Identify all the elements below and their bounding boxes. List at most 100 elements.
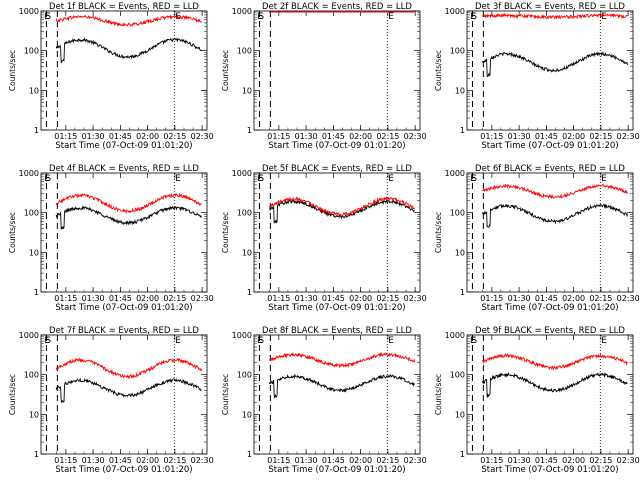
x-axis-label: Start Time (07-Oct-09 01:01:20) — [55, 303, 192, 313]
x-tick-label: 02:15 — [163, 294, 186, 303]
y-tick-label: 1000 — [232, 331, 252, 340]
plot-frame — [466, 334, 634, 455]
panel-title: Det 2f BLACK = Events, RED = LLD — [262, 2, 412, 12]
x-tick-label: 02:00 — [349, 294, 372, 303]
lld-series-line — [268, 352, 415, 368]
y-tick-label: 1000 — [19, 169, 39, 178]
marker-label: E — [388, 336, 394, 346]
panel-det-2: Det 2f BLACK = Events, RED = LLD 1 10 100 10… — [221, 2, 427, 151]
y-tick-label: 10 — [242, 410, 252, 419]
x-axis-label: Start Time (07-Oct-09 01:01:20) — [55, 465, 192, 475]
y-axis-label: Counts/sec — [8, 50, 17, 91]
events-series-line — [481, 51, 628, 78]
panel-det-8: Det 8f BLACK = Events, RED = LLD 1 10 100 10… — [221, 326, 427, 475]
x-tick-label: 02:00 — [136, 294, 159, 303]
x-tick-label: 01:45 — [322, 132, 345, 141]
marker-label: E — [601, 336, 607, 346]
x-tick-label: 02:30 — [191, 294, 214, 303]
events-series-line — [268, 373, 415, 399]
plot-frame — [253, 334, 421, 455]
x-tick-label: 01:45 — [322, 456, 345, 465]
x-tick-label: 02:30 — [191, 132, 214, 141]
panel-title: Det 8f BLACK = Events, RED = LLD — [262, 326, 412, 336]
y-tick-label: 1000 — [445, 169, 465, 178]
y-tick-label: 1000 — [445, 7, 465, 16]
x-tick-label: 01:30 — [508, 294, 531, 303]
y-tick-label: 1 — [247, 450, 252, 459]
x-tick-label: 01:30 — [82, 132, 105, 141]
panel-title: Det 9f BLACK = Events, RED = LLD — [475, 326, 625, 336]
x-tick-label: 01:30 — [82, 294, 105, 303]
plot-frame — [40, 172, 208, 293]
y-axis-label: Counts/sec — [221, 212, 230, 253]
x-tick-label: 01:30 — [508, 456, 531, 465]
x-tick-label: 02:30 — [617, 132, 640, 141]
x-tick-label: 02:00 — [349, 132, 372, 141]
y-tick-label: 10 — [455, 86, 465, 95]
x-tick-label: 02:00 — [136, 456, 159, 465]
marker-label: E — [44, 336, 50, 346]
plot-frame — [466, 10, 634, 131]
panel-title: Det 4f BLACK = Events, RED = LLD — [49, 164, 199, 174]
y-axis-label: Counts/sec — [434, 374, 443, 415]
marker-label: E — [470, 336, 476, 346]
marker-label: E — [601, 174, 607, 184]
y-tick-label: 1 — [34, 288, 39, 297]
x-tick-label: 01:45 — [535, 132, 558, 141]
y-tick-label: 10 — [242, 248, 252, 257]
marker-label: S — [258, 174, 264, 184]
panel-title: Det 7f BLACK = Events, RED = LLD — [49, 326, 199, 336]
x-tick-label: 02:15 — [376, 294, 399, 303]
x-tick-label: 01:45 — [109, 294, 132, 303]
y-tick-label: 10 — [29, 86, 39, 95]
y-tick-label: 1 — [460, 126, 465, 135]
marker-label: S — [258, 336, 264, 346]
x-tick-label: 02:15 — [376, 456, 399, 465]
plot-frame — [466, 172, 634, 293]
y-tick-label: 100 — [237, 209, 252, 218]
plot-frame — [253, 172, 421, 293]
y-tick-label: 1000 — [19, 7, 39, 16]
x-tick-label: 02:00 — [562, 294, 585, 303]
panel-title: Det 1f BLACK = Events, RED = LLD — [49, 2, 199, 12]
y-tick-label: 1000 — [445, 331, 465, 340]
x-tick-label: 02:15 — [163, 132, 186, 141]
x-tick-label: 01:30 — [295, 132, 318, 141]
marker-label: E — [175, 336, 181, 346]
x-tick-label: 01:45 — [109, 132, 132, 141]
x-tick-label: 02:30 — [404, 132, 427, 141]
x-tick-label: 02:30 — [617, 294, 640, 303]
marker-label: E — [470, 12, 476, 22]
events-series-line — [55, 377, 202, 404]
y-tick-label: 100 — [24, 371, 39, 380]
y-tick-label: 1 — [460, 288, 465, 297]
marker-label: E — [388, 174, 394, 184]
x-tick-label: 01:45 — [322, 294, 345, 303]
marker-label: E — [44, 12, 50, 22]
x-tick-label: 02:00 — [562, 132, 585, 141]
marker-label: E — [388, 12, 394, 22]
marker-label: S — [45, 336, 51, 346]
x-tick-label: 02:15 — [589, 294, 612, 303]
panel-det-3: Det 3f BLACK = Events, RED = LLD 1 10 100 10… — [434, 2, 640, 151]
x-axis-label: Start Time (07-Oct-09 01:01:20) — [481, 141, 618, 151]
x-tick-label: 01:45 — [535, 294, 558, 303]
x-tick-label: 01:45 — [109, 456, 132, 465]
marker-label: E — [470, 174, 476, 184]
y-tick-label: 1000 — [19, 331, 39, 340]
panel-det-1: Det 1f BLACK = Events, RED = LLD 1 10 100 10… — [8, 2, 214, 151]
x-tick-label: 02:15 — [589, 456, 612, 465]
x-tick-label: 01:30 — [82, 456, 105, 465]
lld-series-line — [268, 195, 415, 217]
x-tick-label: 02:00 — [562, 456, 585, 465]
plot-frame — [40, 334, 208, 455]
y-tick-label: 100 — [237, 47, 252, 56]
panel-det-7: Det 7f BLACK = Events, RED = LLD 1 10 100 10… — [8, 326, 214, 475]
x-tick-label: 01:15 — [54, 456, 77, 465]
y-tick-label: 10 — [29, 410, 39, 419]
marker-label: E — [601, 12, 607, 22]
marker-label: S — [471, 174, 477, 184]
y-tick-label: 1 — [247, 126, 252, 135]
events-series-line — [268, 199, 415, 224]
